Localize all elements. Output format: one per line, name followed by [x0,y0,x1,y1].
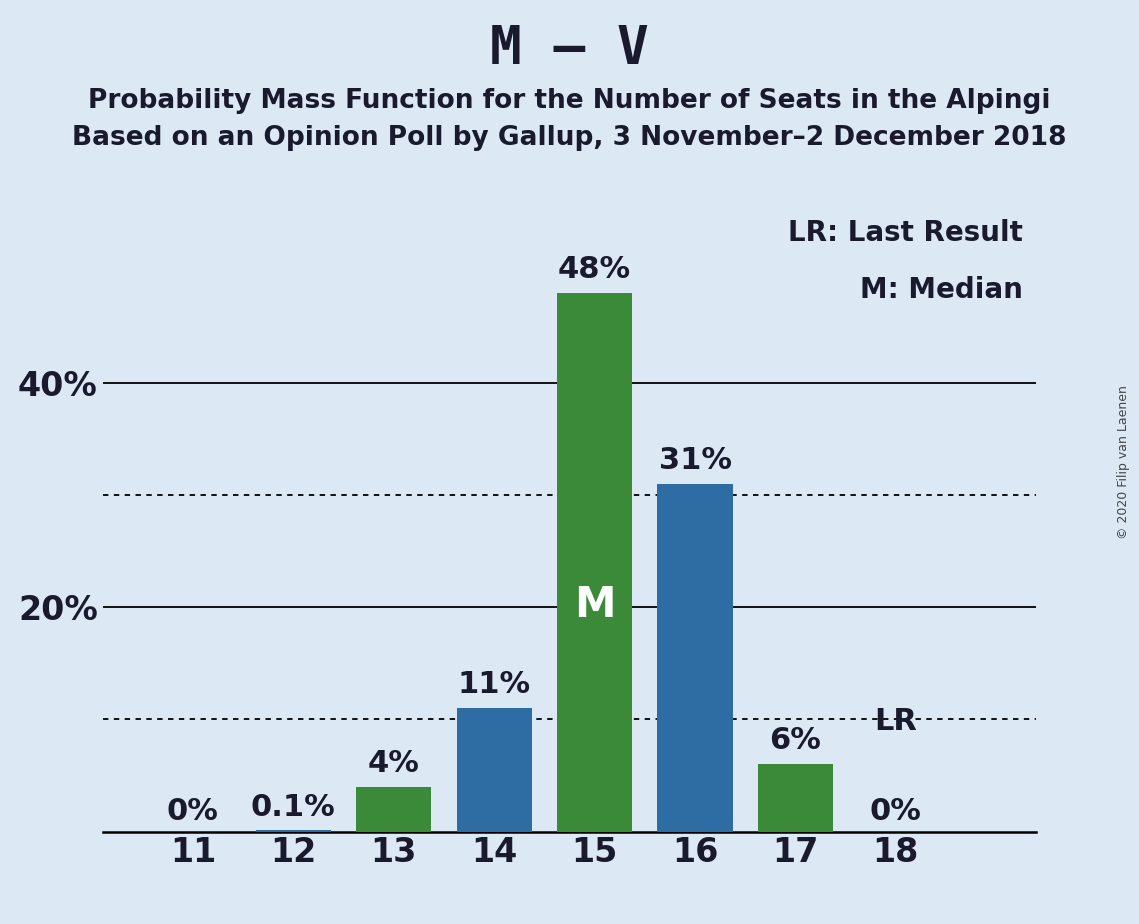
Text: 0%: 0% [167,797,219,826]
Text: M – V: M – V [490,23,649,75]
Text: 0%: 0% [870,797,921,826]
Text: Based on an Opinion Poll by Gallup, 3 November–2 December 2018: Based on an Opinion Poll by Gallup, 3 No… [72,125,1067,151]
Text: 48%: 48% [558,255,631,284]
Bar [557,293,632,832]
Text: 4%: 4% [368,748,419,778]
Text: 11%: 11% [458,670,531,699]
Bar [457,708,532,832]
Text: LR: LR [875,707,917,736]
Bar [357,786,432,832]
Text: 6%: 6% [770,726,821,755]
Text: LR: Last Result: LR: Last Result [787,219,1023,247]
Text: M: Median: M: Median [860,275,1023,304]
Text: Probability Mass Function for the Number of Seats in the Alpingi: Probability Mass Function for the Number… [88,88,1051,114]
Bar [657,484,732,832]
Bar [757,764,833,832]
Text: © 2020 Filip van Laenen: © 2020 Filip van Laenen [1117,385,1130,539]
Text: M: M [574,584,615,626]
Text: 31%: 31% [658,445,731,475]
Bar [255,831,331,832]
Text: 0.1%: 0.1% [251,793,336,821]
